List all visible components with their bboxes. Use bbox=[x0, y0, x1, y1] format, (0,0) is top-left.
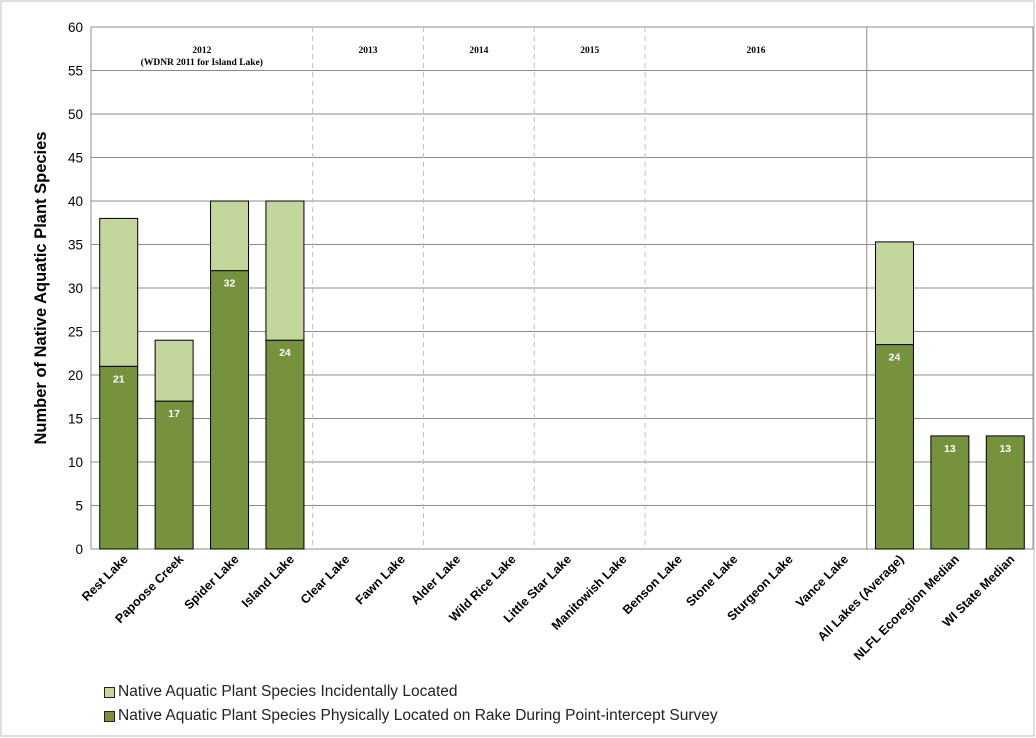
year-label: 2014 bbox=[469, 46, 488, 56]
data-label: 17 bbox=[168, 408, 180, 420]
bar-incidental bbox=[154, 339, 194, 402]
x-category-label: Vance Lake bbox=[793, 552, 851, 610]
data-label: 21 bbox=[113, 373, 125, 385]
y-axis-title: Number of Native Aquatic Plant Species bbox=[32, 132, 50, 445]
legend-swatch-rake bbox=[104, 710, 115, 722]
y-tick-label: 0 bbox=[75, 542, 83, 557]
year-label: 2013 bbox=[359, 46, 378, 56]
legend-label-rake: Native Aquatic Plant Species Physically … bbox=[118, 707, 718, 724]
year-label: 2015 bbox=[580, 46, 599, 56]
x-category-label: Clear Lake bbox=[298, 552, 353, 607]
y-tick-label: 55 bbox=[68, 64, 83, 79]
x-category-label: Benson Lake bbox=[620, 552, 685, 617]
data-label: 13 bbox=[999, 443, 1011, 455]
y-tick-label: 20 bbox=[68, 368, 83, 383]
bar-rake bbox=[210, 270, 250, 550]
bar-incidental bbox=[99, 217, 139, 367]
data-label: 13 bbox=[944, 443, 956, 455]
x-category-label: Alder Lake bbox=[408, 552, 463, 607]
bar-rake bbox=[930, 435, 970, 550]
x-category-label: Fawn Lake bbox=[353, 552, 408, 607]
y-tick-label: 10 bbox=[68, 455, 83, 470]
legend: Native Aquatic Plant Species Incidentall… bbox=[104, 680, 718, 728]
bar-rake bbox=[265, 339, 305, 550]
bar-rake bbox=[985, 435, 1025, 550]
y-tick-label: 5 bbox=[75, 499, 83, 514]
bar-rake bbox=[99, 365, 139, 550]
legend-item-rake: Native Aquatic Plant Species Physically … bbox=[104, 704, 718, 728]
legend-swatch-incidental bbox=[104, 686, 115, 698]
x-category-label: Stone Lake bbox=[683, 552, 740, 609]
year-label: 2012 bbox=[192, 46, 211, 56]
year-label: 2016 bbox=[746, 46, 765, 56]
plot-area bbox=[90, 26, 1034, 550]
legend-label-incidental: Native Aquatic Plant Species Incidentall… bbox=[118, 683, 458, 700]
bar-incidental bbox=[874, 241, 914, 346]
bar-rake bbox=[874, 344, 914, 550]
data-label: 24 bbox=[279, 347, 291, 359]
legend-item-incidental: Native Aquatic Plant Species Incidentall… bbox=[104, 680, 718, 704]
x-category-label: Island Lake bbox=[239, 552, 297, 610]
bar-rake bbox=[154, 400, 194, 550]
y-tick-label: 60 bbox=[68, 20, 83, 35]
y-tick-label: 45 bbox=[68, 151, 83, 166]
data-label: 32 bbox=[224, 278, 236, 290]
y-tick-label: 30 bbox=[68, 281, 83, 296]
x-category-label: NLFL Ecoregion Median bbox=[851, 552, 962, 663]
data-label: 24 bbox=[889, 352, 901, 364]
y-tick-label: 50 bbox=[68, 107, 83, 122]
y-tick-label: 25 bbox=[68, 325, 83, 340]
bar-incidental bbox=[265, 200, 305, 341]
y-tick-label: 40 bbox=[68, 194, 83, 209]
x-category-label: Rest Lake bbox=[79, 552, 131, 604]
x-category-label: Spider Lake bbox=[182, 552, 242, 612]
y-tick-label: 15 bbox=[68, 412, 83, 427]
year-sublabel: (WDNR 2011 for Island Lake) bbox=[141, 57, 263, 68]
bar-incidental bbox=[210, 200, 250, 272]
y-tick-label: 35 bbox=[68, 238, 83, 253]
